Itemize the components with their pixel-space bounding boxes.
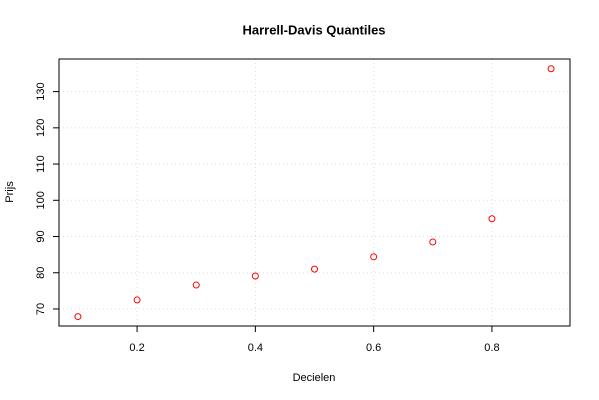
point — [370, 253, 378, 261]
chart-title: Harrell-Davis Quantiles — [242, 22, 385, 37]
x-axis-label: Decielen — [293, 372, 336, 384]
y-axis-label: Prijs — [4, 181, 16, 203]
point — [133, 296, 141, 304]
plot-frame — [58, 58, 571, 327]
y-tick-label: 110 — [35, 155, 47, 173]
y-tick-label: 70 — [35, 303, 47, 315]
point — [251, 272, 259, 280]
y-tick-label: 80 — [35, 267, 47, 279]
point — [429, 238, 437, 246]
x-tick-label: 0.4 — [248, 342, 263, 354]
point — [192, 281, 200, 289]
x-tick-label: 0.6 — [366, 342, 381, 354]
y-tick-label: 100 — [35, 191, 47, 209]
x-tick-label: 0.8 — [484, 342, 499, 354]
point — [74, 313, 82, 321]
x-tick-label: 0.2 — [129, 342, 144, 354]
y-tick-label: 130 — [35, 82, 47, 100]
point — [547, 65, 555, 73]
point — [311, 265, 318, 273]
y-tick-label: 120 — [35, 119, 47, 137]
y-tick-label: 90 — [35, 230, 47, 242]
point — [488, 215, 496, 223]
